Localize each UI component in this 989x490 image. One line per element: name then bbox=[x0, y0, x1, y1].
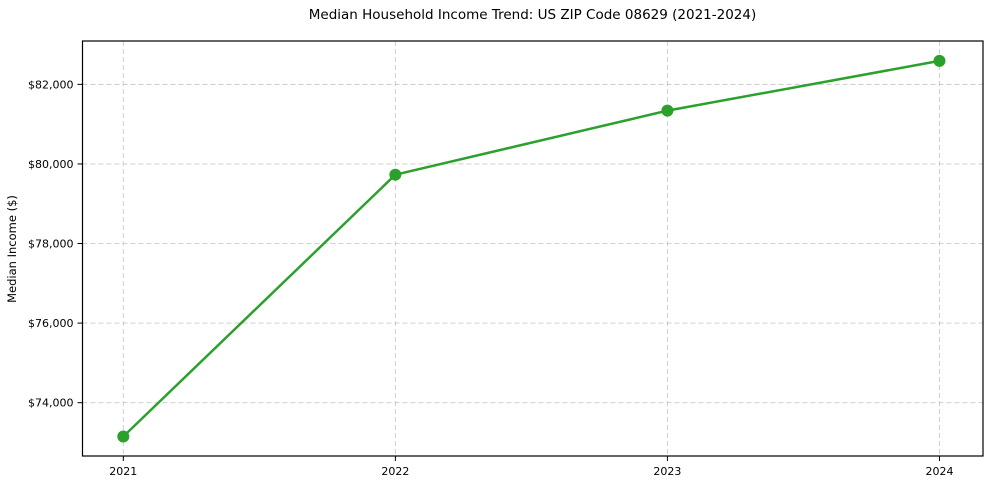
x-tick-label: 2023 bbox=[653, 465, 681, 478]
y-tick-label: $76,000 bbox=[28, 317, 74, 330]
plot-area-border bbox=[81, 40, 984, 457]
data-point-marker bbox=[117, 430, 130, 443]
chart-title: Median Household Income Trend: US ZIP Co… bbox=[308, 7, 757, 23]
y-tick-label: $82,000 bbox=[28, 78, 74, 91]
x-tick-label: 2021 bbox=[109, 465, 137, 478]
x-tick-label: 2022 bbox=[381, 465, 409, 478]
y-tick-label: $80,000 bbox=[28, 158, 74, 171]
y-tick-label: $74,000 bbox=[28, 397, 74, 410]
y-tick-label: $78,000 bbox=[28, 238, 74, 251]
data-point-marker bbox=[661, 104, 674, 117]
data-point-marker bbox=[389, 168, 402, 181]
data-point-marker bbox=[933, 54, 946, 67]
y-axis-label: Median Income ($) bbox=[5, 195, 19, 303]
x-tick-label: 2024 bbox=[925, 465, 953, 478]
income-trend-line bbox=[122, 59, 941, 438]
